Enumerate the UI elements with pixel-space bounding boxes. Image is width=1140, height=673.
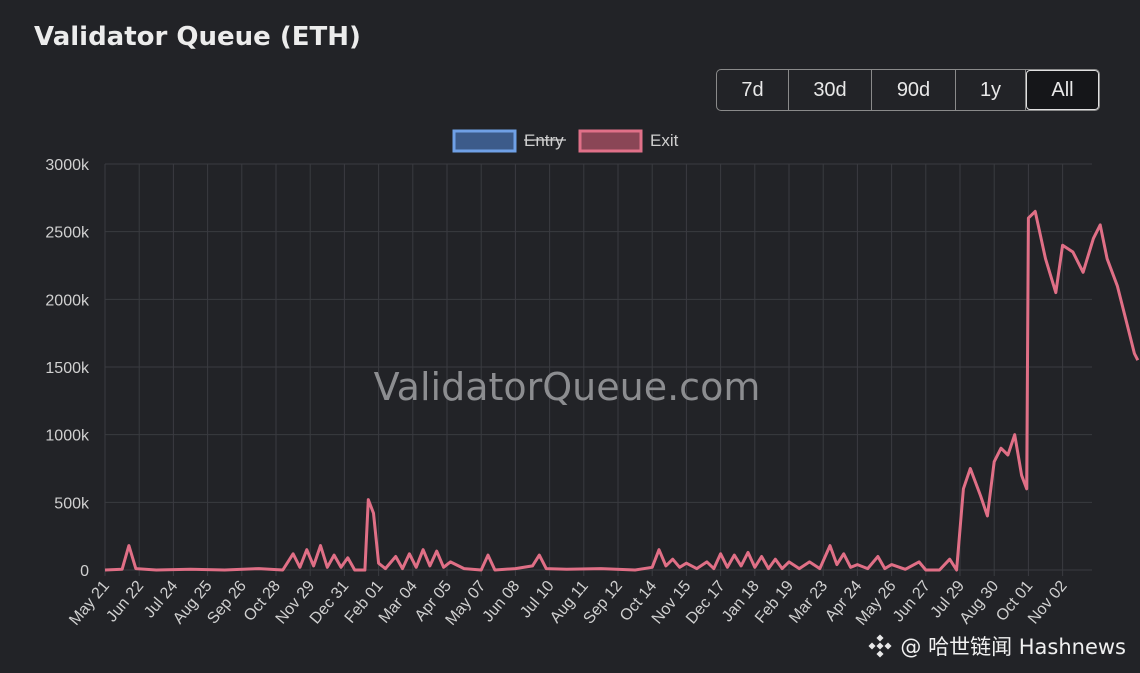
x-tick-label: Jun 27 <box>890 578 934 626</box>
range-1y-button[interactable]: 1y <box>956 70 1026 110</box>
footer-watermark-text: @ 哈世链闻 Hashnews <box>900 635 1126 659</box>
y-tick-label: 3000k <box>45 157 90 174</box>
y-tick-label: 500k <box>54 495 90 512</box>
range-90d-button[interactable]: 90d <box>872 70 956 110</box>
y-tick-label: 2000k <box>45 292 90 309</box>
x-tick-label: Mar 23 <box>786 578 831 627</box>
y-tick-label: 0 <box>80 563 89 580</box>
y-tick-label: 1500k <box>45 360 90 377</box>
exit-series-line <box>104 209 1140 572</box>
y-tick-label: 1000k <box>45 428 90 445</box>
legend-exit-swatch <box>578 129 643 153</box>
legend-entry-entry[interactable]: Entry <box>452 129 566 153</box>
legend-entry-swatch <box>452 129 517 153</box>
x-tick-label: Jun 22 <box>103 578 147 626</box>
footer-watermark: @ 哈世链闻 Hashnews <box>868 631 1126 661</box>
legend: Entry Exit <box>452 129 679 153</box>
page-title: Validator Queue (ETH) <box>34 22 361 52</box>
y-tick-label: 2500k <box>45 225 90 242</box>
legend-exit-label: Exit <box>650 131 679 150</box>
range-selector: 7d 30d 90d 1y All <box>716 69 1100 111</box>
binance-logo-icon <box>868 634 892 658</box>
watermark-text: ValidatorQueue.com <box>374 365 761 409</box>
x-tick-label: Mar 04 <box>376 578 421 627</box>
y-axis-ticks: 3000k 2500k 2000k 1500k 1000k 500k 0 <box>45 157 90 580</box>
range-all-button[interactable]: All <box>1026 70 1099 110</box>
legend-entry-exit[interactable]: Exit <box>578 129 679 153</box>
range-30d-button[interactable]: 30d <box>789 70 872 110</box>
x-tick-label: May 21 <box>66 578 113 629</box>
range-7d-button[interactable]: 7d <box>717 70 789 110</box>
x-tick-label: Jun 08 <box>480 578 524 626</box>
